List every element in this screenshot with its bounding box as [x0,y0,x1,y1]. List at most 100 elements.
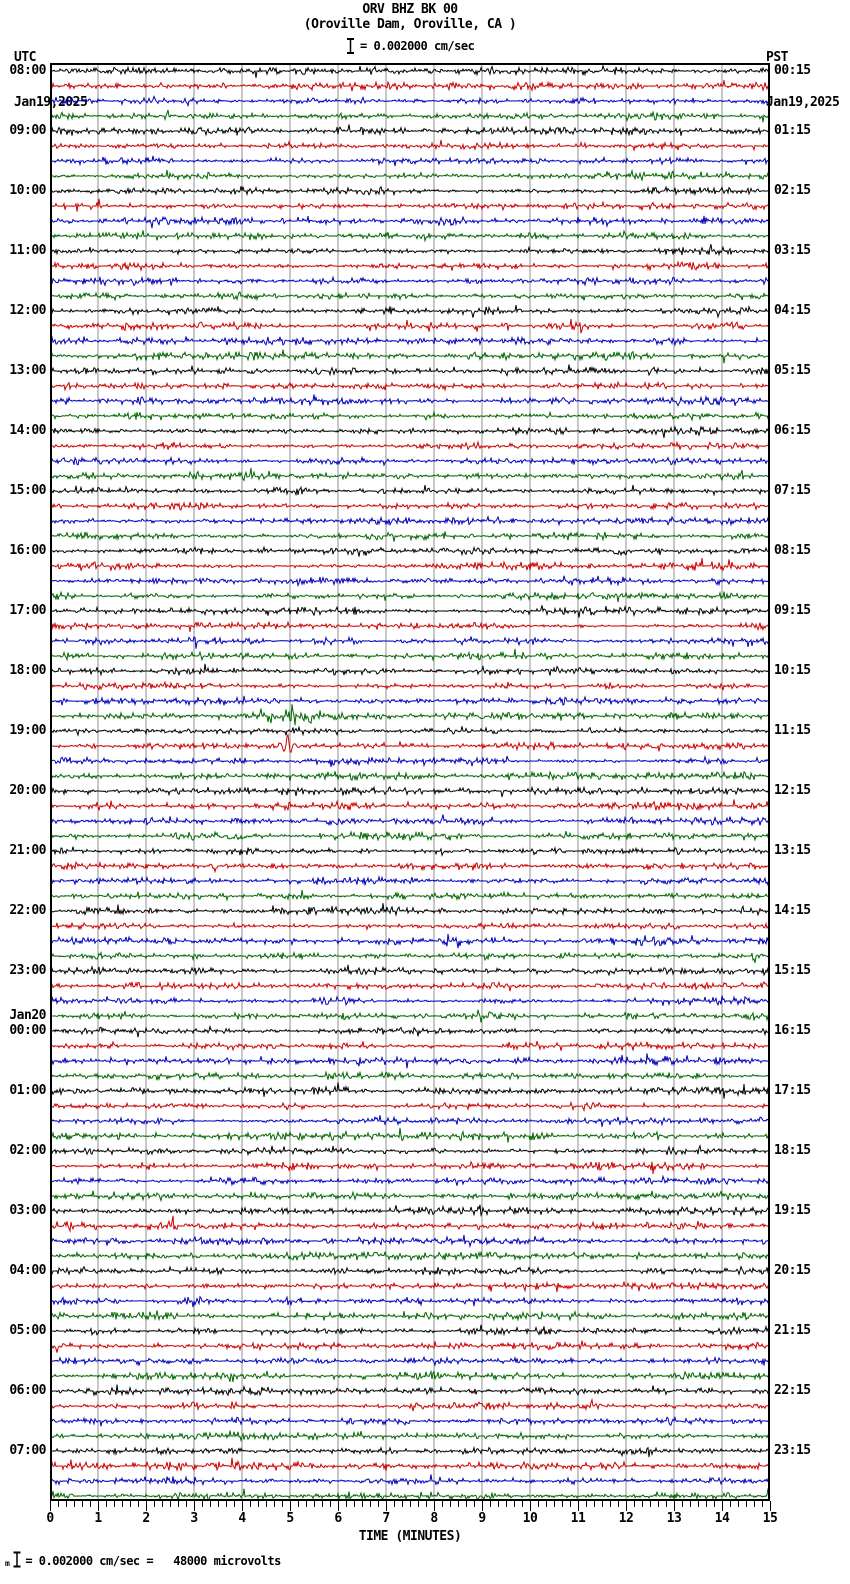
footer-scale-bar-icon [13,1551,21,1568]
minute-tick [722,1501,723,1511]
footer-text: = 0.002000 cm/sec = 48000 microvolts [25,1554,281,1568]
minor-tick [450,1501,451,1507]
minor-tick [82,1501,83,1507]
seismo-trace [49,94,770,108]
pst-hour-label: 22:15 [774,1383,811,1398]
right-date: Jan19,2025 [766,95,840,110]
utc-hour-label: 14:00 [9,423,46,438]
seismo-trace [49,1215,771,1233]
minute-tick [626,1501,627,1511]
minor-tick [682,1501,683,1507]
utc-hour-label: 05:00 [9,1323,46,1338]
seismo-trace [49,620,771,632]
minor-tick [418,1501,419,1507]
minute-tick [386,1501,387,1511]
seismo-trace [49,1070,771,1082]
seismo-trace [49,575,771,588]
minor-tick [458,1501,459,1507]
minor-tick [554,1501,555,1507]
axis-tick-label: 14 [714,1511,730,1526]
minor-tick [74,1501,75,1507]
minor-tick [330,1501,331,1507]
seismo-trace [49,663,771,677]
minor-tick [546,1501,547,1507]
minor-tick [322,1501,323,1507]
page-title: ORV BHZ BK 00 [362,2,458,17]
minor-tick [658,1501,659,1507]
seismo-trace [49,590,771,603]
minor-tick [178,1501,179,1507]
minor-tick [570,1501,571,1507]
seismo-trace [49,467,771,482]
seismo-trace [49,1082,771,1099]
minute-tick [434,1501,435,1511]
minor-tick [498,1501,499,1507]
minute-tick [146,1501,147,1511]
seismo-trace [49,1280,770,1293]
time-axis-numbers: 0 1 2 3 4 5 6 7 8 9 10 11 12 13 14 15 [46,1511,790,1527]
utc-hour-label: 01:00 [9,1083,46,1098]
pst-hour-label: 04:15 [774,303,811,318]
seismo-trace [49,889,771,902]
pst-hour-label: 12:15 [774,783,811,798]
minor-tick [538,1501,539,1507]
minor-tick [362,1501,363,1507]
minor-tick [650,1501,651,1507]
seismo-trace [49,785,771,798]
seismo-trace [49,1053,771,1069]
seismo-trace [49,80,771,93]
minor-tick [594,1501,595,1507]
minor-tick [170,1501,171,1507]
minor-tick [154,1501,155,1507]
axis-tick-label: 9 [478,1511,486,1526]
pst-hour-label: 20:15 [774,1263,811,1278]
seismo-trace [49,1009,771,1023]
scale-legend: = 0.002000 cm/sec [346,38,475,54]
seismo-trace [49,1143,771,1157]
minor-tick [602,1501,603,1507]
axis-tick-label: 2 [142,1511,150,1526]
seismo-trace [49,260,771,273]
minor-tick [730,1501,731,1507]
seismo-trace [49,318,771,334]
minor-tick [106,1501,107,1507]
seismo-trace [49,1324,771,1337]
axis-tick-label: 0 [46,1511,54,1526]
seismo-trace [49,1355,771,1367]
seismo-trace [49,109,771,123]
seismo-trace [49,875,771,887]
minor-tick [402,1501,403,1507]
seismo-trace [49,635,770,649]
utc-hour-label: 22:00 [9,903,46,918]
minor-tick [218,1501,219,1507]
pst-hour-label: 21:15 [774,1323,811,1338]
seismo-trace [49,514,771,527]
axis-tick-label: 7 [382,1511,390,1526]
minor-tick [250,1501,251,1507]
axis-tick-label: 4 [238,1511,246,1526]
minor-tick [378,1501,379,1507]
minor-tick [202,1501,203,1507]
minor-tick [634,1501,635,1507]
utc-hour-label: 02:00 [9,1143,46,1158]
seismogram-plot [49,63,771,1502]
minor-tick [114,1501,115,1507]
seismo-trace [49,733,770,754]
seismo-trace [49,1295,771,1308]
minor-tick [234,1501,235,1507]
right-timezone: PST [766,50,788,65]
utc-hour-label: 16:00 [9,543,46,558]
utc-hour-label: 18:00 [9,663,46,678]
seismo-trace [49,64,771,78]
seismo-trace [49,425,771,438]
seismo-trace [49,695,771,707]
minute-tick [338,1501,339,1511]
seismo-trace [50,1040,771,1052]
seismo-trace [49,139,771,153]
seismo-trace [49,1340,771,1353]
seismo-trace [49,349,770,364]
seismo-trace [49,198,771,212]
minor-tick [130,1501,131,1507]
axis-tick-label: 3 [190,1511,198,1526]
seismo-trace [49,980,771,992]
